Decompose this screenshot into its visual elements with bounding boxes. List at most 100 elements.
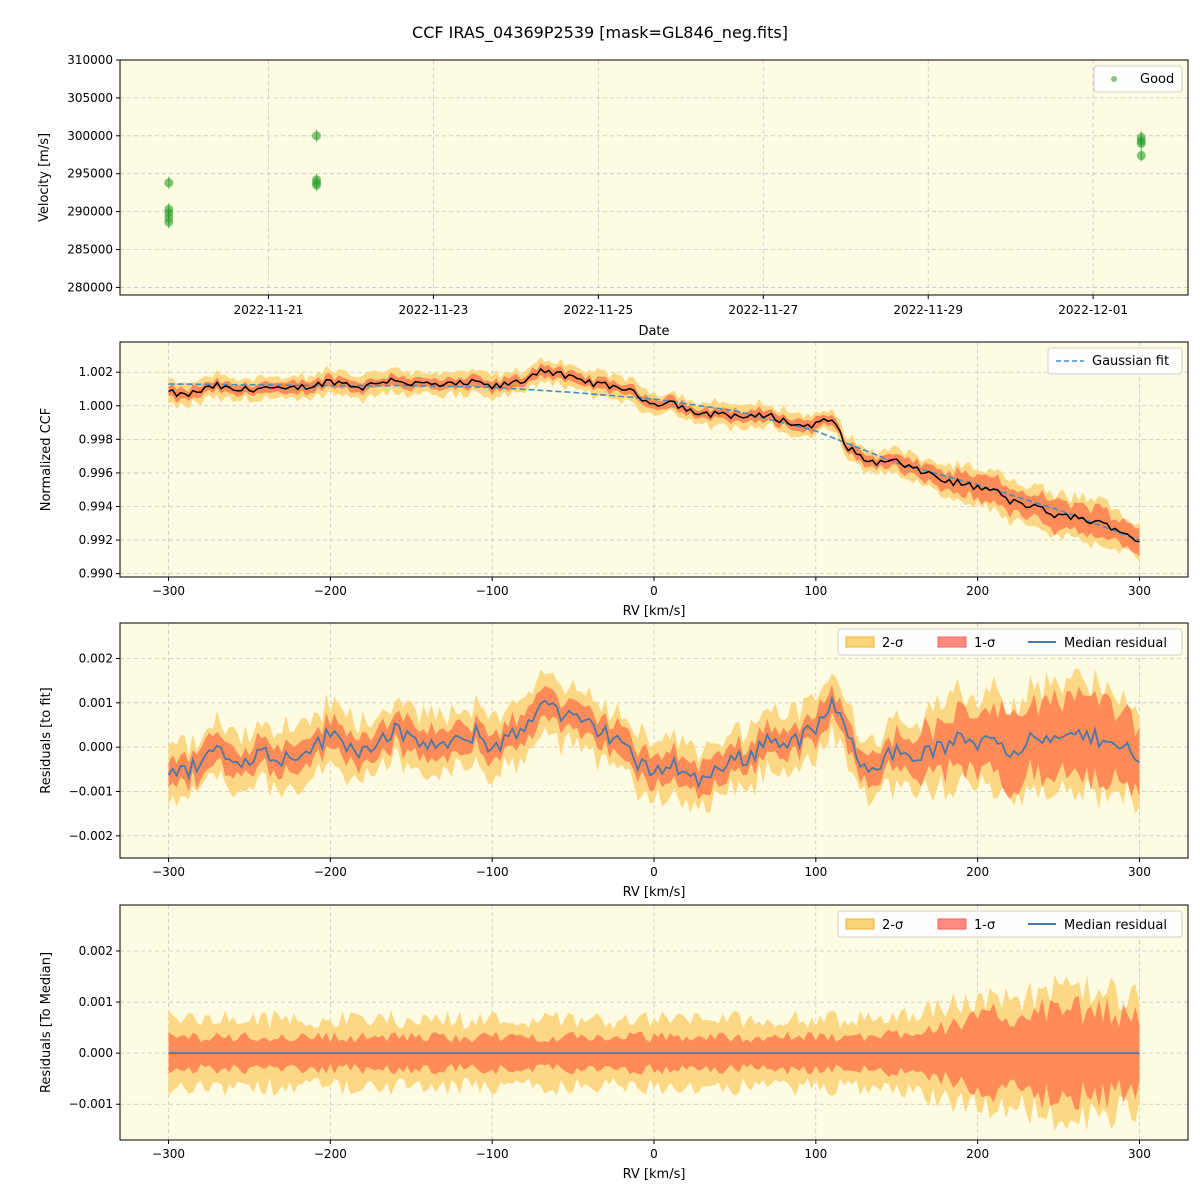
legend-label-2sigma: 2-σ <box>882 636 903 651</box>
legend-swatch-2sigma <box>845 918 875 930</box>
x-tick-label: −300 <box>152 865 185 879</box>
y-tick-label: 290000 <box>67 205 113 219</box>
x-tick-label: 2022-11-29 <box>893 303 963 317</box>
x-axis-label: RV [km/s] <box>623 604 686 619</box>
legend: Gaussian fit <box>1047 347 1183 375</box>
x-tick-label: 0 <box>650 584 658 598</box>
legend-box <box>837 628 1183 656</box>
velocity-point <box>1136 138 1146 148</box>
y-tick-label: 280000 <box>67 280 113 294</box>
legend-box <box>1047 347 1183 375</box>
y-tick-label: 310000 <box>67 53 113 67</box>
x-tick-label: 0 <box>650 1147 658 1161</box>
x-axis-label: Date <box>638 324 669 339</box>
legend-label-median: Median residual <box>1064 636 1167 651</box>
legend-marker-good <box>1111 76 1117 82</box>
y-tick-label: 0.990 <box>79 567 113 581</box>
x-tick-label: 2022-12-01 <box>1058 303 1128 317</box>
x-tick-label: −300 <box>152 584 185 598</box>
x-tick-label: −100 <box>476 1147 509 1161</box>
y-tick-label: −0.002 <box>69 829 113 843</box>
legend-label-2sigma: 2-σ <box>882 918 903 933</box>
legend-label-good: Good <box>1140 72 1174 87</box>
x-tick-label: 2022-11-27 <box>728 303 798 317</box>
x-tick-label: 0 <box>650 865 658 879</box>
plot-frame <box>119 59 1189 296</box>
y-tick-label: 1.002 <box>79 365 113 379</box>
x-tick-label: 300 <box>1128 865 1151 879</box>
y-tick-label: −0.001 <box>69 1097 113 1111</box>
y-tick-label: 0.001 <box>79 995 113 1009</box>
legend: Good <box>1093 65 1183 93</box>
x-tick-label: −100 <box>476 865 509 879</box>
velocity-point <box>312 180 322 190</box>
plot-background <box>120 60 1188 295</box>
x-tick-label: −100 <box>476 584 509 598</box>
x-tick-label: 100 <box>804 1147 827 1161</box>
x-tick-label: −200 <box>314 584 347 598</box>
legend: 2-σ 1-σ Median residual <box>837 910 1183 938</box>
x-tick-label: −300 <box>152 1147 185 1161</box>
y-axis-label: Residuals [to fit] <box>39 687 54 793</box>
x-tick-label: −200 <box>314 1147 347 1161</box>
panel-2: −300 −200 −100 0 100 200 300 0.990 0.992 0.994 0.9… <box>39 341 1189 619</box>
y-tick-label: 0.000 <box>79 1046 113 1060</box>
y-tick-label: 300000 <box>67 129 113 143</box>
x-tick-label: 200 <box>966 1147 989 1161</box>
x-tick-label: −200 <box>314 865 347 879</box>
x-axis-label: RV [km/s] <box>623 1167 686 1182</box>
legend-swatch-1sigma <box>937 636 967 648</box>
x-tick-label: 200 <box>966 584 989 598</box>
y-axis-label: Residuals [To Median] <box>39 952 54 1093</box>
y-tick-label: 295000 <box>67 167 113 181</box>
figure-title: CCF IRAS_04369P2539 [mask=GL846_neg.fits… <box>412 23 788 43</box>
x-tick-label: 2022-11-25 <box>563 303 633 317</box>
y-tick-label: 1.000 <box>79 399 113 413</box>
plot-frame <box>119 904 1189 1141</box>
legend-swatch-1sigma <box>937 918 967 930</box>
sigma1-band <box>168 363 1140 556</box>
x-axis-label: RV [km/s] <box>623 885 686 900</box>
legend-label-1sigma: 1-σ <box>974 636 995 651</box>
legend-box <box>837 910 1183 938</box>
panel-4: −300 −200 −100 0 100 200 300 −0.001 0.000 0.001 0.… <box>39 904 1189 1182</box>
x-tick-label: 2022-11-21 <box>234 303 304 317</box>
velocity-point <box>164 217 174 227</box>
panel-3: −300 −200 −100 0 100 200 300 −0.002 −0.001 0.000 0… <box>39 622 1189 900</box>
y-tick-label: 0.992 <box>79 533 113 547</box>
legend-box <box>1093 65 1183 93</box>
y-tick-label: 285000 <box>67 243 113 257</box>
legend-swatch-2sigma <box>845 636 875 648</box>
y-tick-label: 0.994 <box>79 500 113 514</box>
velocity-point <box>164 178 174 188</box>
x-tick-label: 2022-11-23 <box>399 303 469 317</box>
plot-frame <box>119 341 1189 578</box>
ccf-line <box>168 367 1140 543</box>
y-tick-label: 0.001 <box>79 696 113 710</box>
plot-frame <box>119 622 1189 859</box>
legend-label-fit: Gaussian fit <box>1092 354 1169 369</box>
velocity-point <box>312 131 322 141</box>
legend: 2-σ 1-σ Median residual <box>837 628 1183 656</box>
x-tick-label: 300 <box>1128 1147 1151 1161</box>
sigma1-band <box>168 684 1140 800</box>
x-tick-label: 100 <box>804 584 827 598</box>
x-tick-label: 200 <box>966 865 989 879</box>
y-tick-label: 0.996 <box>79 466 113 480</box>
x-tick-label: 300 <box>1128 584 1151 598</box>
y-tick-label: 0.002 <box>79 651 113 665</box>
sigma2-band <box>168 668 1140 814</box>
y-tick-label: 305000 <box>67 91 113 105</box>
panel-1: 2022-11-21 2022-11-23 2022-11-25 2022-11-27… <box>37 53 1189 339</box>
y-tick-label: 0.000 <box>79 740 113 754</box>
legend-label-median: Median residual <box>1064 918 1167 933</box>
y-tick-label: −0.001 <box>69 784 113 798</box>
y-axis-label: Velocity [m/s] <box>37 133 52 222</box>
velocity-point <box>1136 151 1146 161</box>
x-tick-label: 100 <box>804 865 827 879</box>
y-tick-label: 0.002 <box>79 944 113 958</box>
median-residual-line <box>167 694 1140 789</box>
legend-label-1sigma: 1-σ <box>974 918 995 933</box>
y-tick-label: 0.998 <box>79 432 113 446</box>
